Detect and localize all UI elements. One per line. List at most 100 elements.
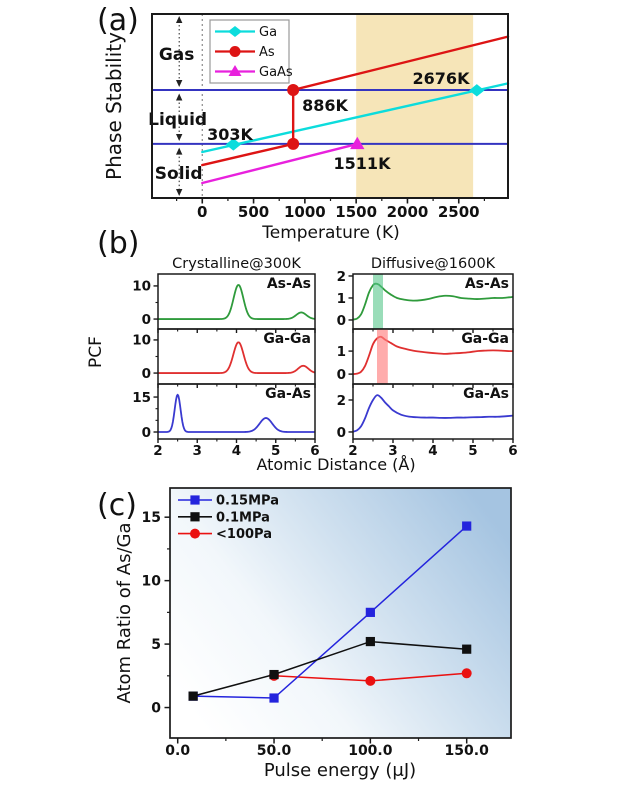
y-tick-label: 10: [142, 574, 162, 590]
x-axis-title: Temperature (K): [261, 223, 400, 243]
x-tick-label: 500: [238, 203, 269, 221]
x-tick-label: 100.0: [348, 743, 393, 759]
series-marker-0.15MPa: [365, 607, 375, 617]
annotation-label: 886K: [302, 96, 348, 115]
x-tick-label: 6: [508, 443, 517, 459]
y-axis-title: PCF: [86, 336, 106, 368]
y-tick-label: 0: [142, 366, 151, 382]
panel-a-letter: (a): [97, 3, 139, 38]
pair-label: Ga-Ga: [263, 331, 311, 347]
legend-label: As: [259, 45, 275, 60]
region-label: Solid: [155, 164, 203, 184]
y-tick-label: 15: [132, 390, 151, 406]
series-marker-Ga: [225, 138, 242, 151]
y-tick-label: 2: [337, 393, 346, 409]
series-marker-GaAs: [350, 136, 365, 150]
x-tick-label: 4: [232, 443, 241, 459]
y-tick-label: 5: [151, 637, 161, 653]
x-axis-title: Atomic Distance (Å): [256, 455, 415, 474]
subplot-0-Ga-As: 0 15 2 3 4 5 6 Ga-As: [132, 383, 320, 459]
series-marker-0.15MPa: [462, 521, 472, 531]
series-marker-0.15MPa: [269, 693, 279, 703]
legend-marker-<100Pa: [190, 528, 200, 539]
series-marker-<100Pa: [461, 668, 472, 679]
arrow-down-icon: [175, 188, 183, 196]
legend-label: 0.1MPa: [216, 510, 270, 525]
pcf-curve-As-As: [157, 284, 316, 320]
y-axis-title: Phase Stability: [102, 32, 126, 180]
subplot-1-As-As: 0 1 2 As-As: [337, 269, 514, 333]
subplot-0-As-As: 0 10 As-As: [132, 273, 316, 333]
y-tick-label: 0: [337, 367, 346, 383]
x-tick-label: 50.0: [257, 743, 292, 759]
y-axis-title: Atom Ratio of As/Ga: [114, 522, 135, 703]
region-label: Liquid: [148, 110, 207, 130]
x-tick-label: 1500: [335, 203, 377, 221]
x-tick-label: 3: [193, 443, 202, 459]
series-marker-0.1MPa: [188, 691, 198, 701]
x-tick-label: 2: [348, 443, 357, 459]
series-marker-As: [287, 83, 300, 96]
series-marker-As: [287, 137, 300, 150]
x-tick-label: 5: [271, 443, 280, 459]
legend-marker-GaAs: [228, 65, 242, 76]
x-tick-label: 0.0: [165, 743, 190, 759]
pcf-curve-Ga-As: [157, 393, 316, 433]
column-title: Crystalline@300K: [172, 256, 301, 272]
annotation-label: 1511K: [334, 154, 392, 173]
pair-label: Ga-As: [463, 386, 509, 402]
y-tick-label: 0: [142, 425, 151, 441]
legend-marker-Ga: [228, 26, 242, 37]
plot-background: [170, 488, 511, 738]
pcf-curve-As-As: [352, 282, 514, 321]
series-marker-0.1MPa: [269, 669, 279, 680]
series-line-0.1MPa: [192, 640, 467, 697]
legend-label: 0.15MPa: [216, 494, 279, 509]
x-tick-label: 0: [197, 203, 207, 221]
series-line-Ga: [201, 82, 510, 154]
x-tick-label: 2500: [438, 203, 480, 221]
arrow-down-icon: [175, 80, 183, 88]
arrow-up-icon: [175, 16, 183, 24]
arrow-up-icon: [175, 147, 183, 155]
legend-marker-As: [229, 46, 241, 57]
y-tick-label: 0: [337, 425, 346, 441]
y-tick-label: 0: [337, 313, 346, 329]
x-axis-title: Pulse energy (μJ): [264, 760, 416, 781]
series-line-As: [201, 35, 510, 167]
pair-label: As-As: [267, 276, 311, 292]
series-marker-0.1MPa: [462, 644, 472, 654]
legend-label: Ga: [259, 25, 277, 40]
x-tick-label: 3: [388, 443, 397, 459]
y-tick-label: 0: [142, 312, 151, 328]
legend-marker-0.15MPa: [190, 495, 200, 505]
x-tick-label: 4: [428, 443, 437, 459]
x-tick-label: 150.0: [445, 743, 490, 759]
x-tick-label: 2: [153, 443, 162, 459]
y-tick-label: 10: [132, 279, 151, 295]
subplot-1-Ga-Ga: 0 1 Ga-Ga: [337, 328, 514, 388]
x-tick-label: 2000: [387, 203, 429, 221]
annotation-label: 2676K: [413, 69, 471, 88]
pair-label: Ga-Ga: [461, 331, 509, 347]
pair-label: As-As: [465, 276, 509, 292]
y-tick-label: 1: [337, 344, 346, 360]
y-tick-label: 1: [337, 291, 346, 307]
series-marker-0.1MPa: [365, 636, 375, 647]
plot-border: [169, 487, 512, 739]
panel-a: GasLiquidSolid303K886K1511K2676KGaAsGaAs…: [102, 13, 510, 243]
y-tick-label: 2: [337, 269, 346, 285]
pcf-curve-Ga-Ga: [352, 335, 514, 376]
y-tick-label: 15: [142, 510, 161, 526]
pcf-highlight-band: [377, 329, 388, 384]
legend-label: <100Pa: [216, 527, 272, 542]
pcf-curve-Ga-Ga: [157, 341, 316, 374]
arrow-up-icon: [175, 93, 183, 101]
x-tick-label: 6: [310, 443, 319, 459]
column-title: Diffusive@1600K: [371, 256, 496, 272]
region-label: Gas: [159, 45, 195, 65]
